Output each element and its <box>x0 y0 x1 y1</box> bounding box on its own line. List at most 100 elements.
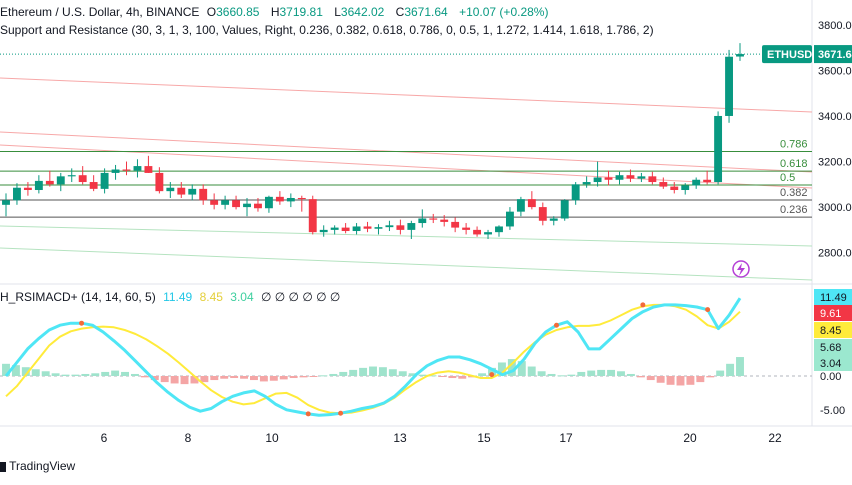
candle-body <box>45 180 54 185</box>
histogram-bar <box>448 376 457 379</box>
histogram-bar <box>61 374 70 376</box>
histogram-bar <box>339 371 348 376</box>
candle-body <box>133 166 142 171</box>
histogram-bar <box>726 363 735 376</box>
histogram-bar <box>517 361 526 376</box>
candle-body <box>692 179 701 186</box>
candle-body <box>199 188 208 201</box>
candle-body <box>516 199 525 212</box>
histogram-bar <box>458 376 467 379</box>
candle-body <box>462 227 471 230</box>
candle-body <box>736 54 744 57</box>
histogram-bar <box>378 367 387 376</box>
rsimacd-line <box>4 297 742 417</box>
histogram-bar <box>408 373 417 376</box>
price-tick-label: 3000.00 <box>818 202 852 214</box>
histogram-bar <box>666 376 675 385</box>
histogram-bar <box>81 373 90 376</box>
trend-channel-line <box>0 144 813 189</box>
candle-body <box>177 187 186 195</box>
candle-body <box>210 200 219 205</box>
candle-body <box>549 218 558 221</box>
candle-body <box>275 196 284 202</box>
candle-body <box>429 218 438 220</box>
candle-body <box>681 185 690 191</box>
time-tick-label: 13 <box>393 431 407 445</box>
candle-body <box>144 166 153 173</box>
indicator-value-tag: 5.68 <box>820 342 841 354</box>
candle-body <box>34 180 43 191</box>
time-tick-label: 6 <box>101 431 108 445</box>
candle-body <box>648 176 657 183</box>
candle-body <box>670 186 679 191</box>
histogram-bar <box>418 374 427 376</box>
candle-body <box>254 203 262 209</box>
time-tick-label: 22 <box>768 431 782 445</box>
price-tick-label: 3200.00 <box>818 157 852 169</box>
histogram-bar <box>736 357 744 376</box>
time-tick-label: 17 <box>559 431 573 445</box>
fib-level-label: 0.236 <box>780 204 808 216</box>
histogram-bar <box>626 373 635 376</box>
lightning-icon-bolt <box>737 263 745 276</box>
symbol-title: Ethereum / U.S. Dollar, 4h, BINANCE <box>0 5 200 19</box>
candle-body <box>78 175 87 183</box>
indicator-name: H_RSIMACD+ (14, 14, 60, 5) <box>0 290 156 304</box>
ohlc-close: C3671.64 <box>395 5 448 19</box>
histogram-bar <box>587 370 596 376</box>
indicator-value-tag: 11.49 <box>820 292 847 304</box>
cross-marker <box>640 302 646 308</box>
candle-body <box>297 197 306 200</box>
cross-marker <box>489 372 495 378</box>
indicator-legend-sr[interactable]: Support and Resistance (30, 3, 1, 3, 100… <box>0 23 654 37</box>
cross-marker <box>705 307 711 313</box>
histogram-bar <box>289 376 298 379</box>
histogram-bar <box>180 376 189 385</box>
trend-channel-line <box>0 247 813 281</box>
price-tick-label: 3600.00 <box>818 65 852 77</box>
candle-body <box>232 200 241 208</box>
candle-body <box>505 211 514 227</box>
histogram-bar <box>279 376 288 380</box>
trend-channel-line <box>0 225 813 247</box>
histogram-bar <box>527 366 536 376</box>
histogram-bar <box>696 376 705 383</box>
ohlc-open: O3660.85 <box>206 5 260 19</box>
tradingview-logo[interactable]: TradingView <box>0 459 75 473</box>
candle-body <box>484 232 492 235</box>
histogram-bar <box>71 374 80 376</box>
chart-header: Ethereum / U.S. Dollar, 4h, BINANCE O366… <box>0 5 552 19</box>
candle-body <box>67 175 76 177</box>
histogram-bar <box>577 371 586 376</box>
histogram-bar <box>91 373 100 376</box>
indicator-legend-rsimacd[interactable]: H_RSIMACD+ (14, 14, 60, 5) 11.49 8.45 3.… <box>0 290 344 304</box>
histogram-bar <box>210 376 219 381</box>
cross-marker <box>554 322 559 328</box>
histogram-bar <box>537 371 546 376</box>
cross-marker <box>305 411 311 417</box>
indicator-value-tag-bg <box>814 322 852 338</box>
histogram-bar <box>428 375 437 377</box>
histogram-bar <box>220 376 229 379</box>
candle-body <box>13 187 21 201</box>
ohlc-high: H3719.81 <box>270 5 323 19</box>
candle-body <box>56 176 65 185</box>
candle-body <box>111 169 120 173</box>
candle-body <box>264 196 273 209</box>
histogram-bar <box>200 376 209 383</box>
candle-body <box>473 229 482 235</box>
histogram-bar <box>150 376 159 381</box>
candle-body <box>538 207 547 221</box>
time-tick-label: 15 <box>477 431 491 445</box>
histogram-bar <box>11 365 20 376</box>
candle-body <box>407 223 416 230</box>
time-tick-label: 8 <box>185 431 192 445</box>
candle-body <box>308 199 317 233</box>
histogram-bar <box>230 376 239 379</box>
histogram-bar <box>160 376 169 383</box>
candle-body <box>659 182 668 187</box>
histogram-bar <box>369 366 377 376</box>
candle-body <box>714 115 723 183</box>
ohlc-low: L3642.02 <box>334 5 385 19</box>
